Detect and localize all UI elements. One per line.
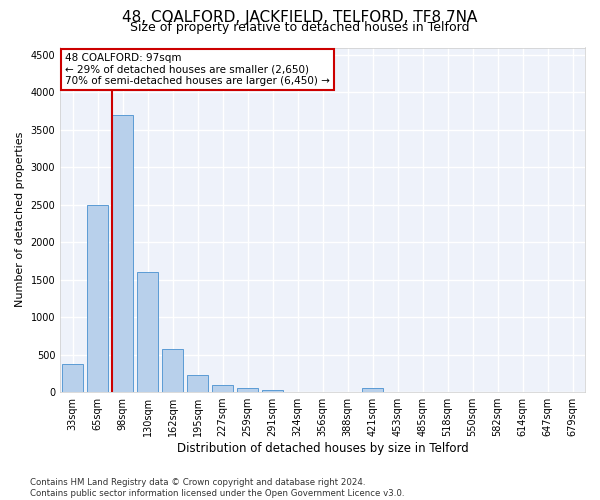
Y-axis label: Number of detached properties: Number of detached properties bbox=[15, 132, 25, 308]
Bar bbox=[262, 390, 283, 392]
Bar bbox=[362, 388, 383, 392]
Text: Contains HM Land Registry data © Crown copyright and database right 2024.
Contai: Contains HM Land Registry data © Crown c… bbox=[30, 478, 404, 498]
Bar bbox=[87, 205, 108, 392]
Text: Size of property relative to detached houses in Telford: Size of property relative to detached ho… bbox=[130, 21, 470, 34]
Text: 48 COALFORD: 97sqm
← 29% of detached houses are smaller (2,650)
70% of semi-deta: 48 COALFORD: 97sqm ← 29% of detached hou… bbox=[65, 52, 330, 86]
Bar bbox=[187, 375, 208, 392]
Bar bbox=[237, 388, 258, 392]
X-axis label: Distribution of detached houses by size in Telford: Distribution of detached houses by size … bbox=[177, 442, 469, 455]
Text: 48, COALFORD, JACKFIELD, TELFORD, TF8 7NA: 48, COALFORD, JACKFIELD, TELFORD, TF8 7N… bbox=[122, 10, 478, 25]
Bar bbox=[137, 272, 158, 392]
Bar bbox=[212, 384, 233, 392]
Bar bbox=[62, 364, 83, 392]
Bar bbox=[162, 349, 183, 392]
Bar bbox=[112, 115, 133, 392]
